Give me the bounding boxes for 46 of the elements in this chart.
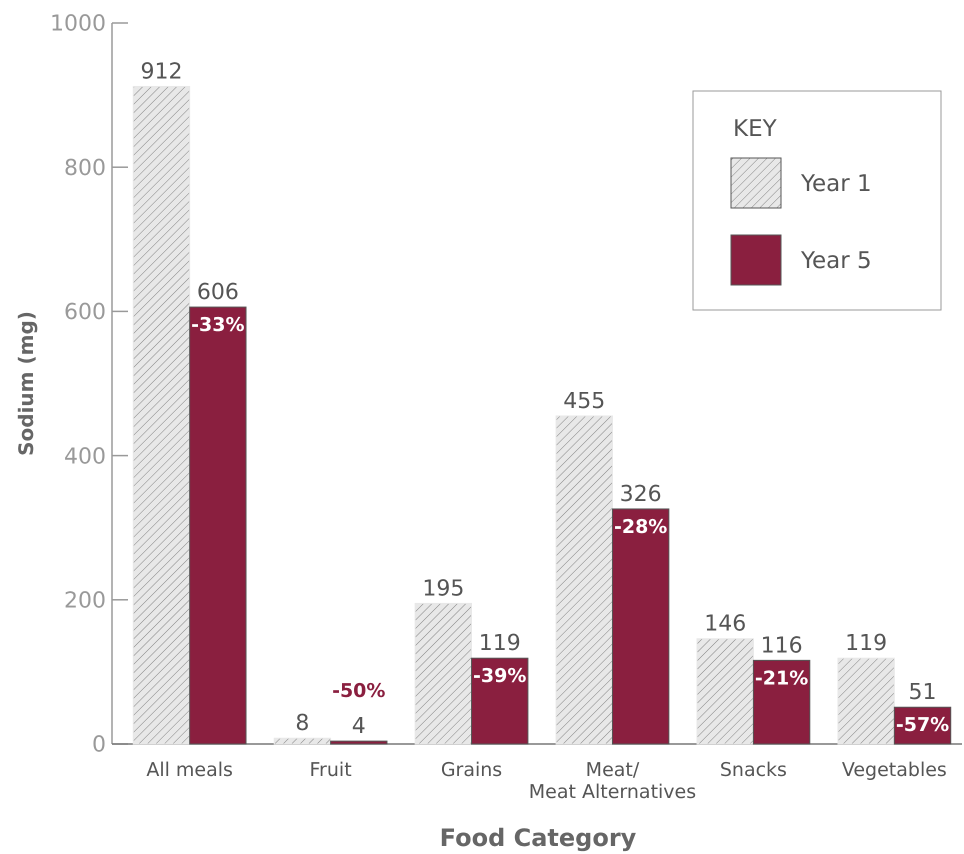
bar [696, 638, 754, 744]
annotation: -33% [191, 314, 245, 336]
x-tick-label: Snacks [720, 759, 787, 781]
bar [414, 602, 472, 744]
data-label: 146 [704, 612, 746, 637]
data-label: 8 [295, 711, 310, 736]
bar [556, 415, 613, 744]
legend-label: Year 5 [800, 248, 872, 274]
x-tick-label: Fruit [310, 759, 352, 781]
data-label: 606 [196, 280, 239, 306]
y-tick-label: 1000 [50, 12, 106, 37]
x-axis-title: Food Category [440, 824, 637, 852]
annotation: -39% [473, 665, 526, 688]
data-label: 119 [845, 631, 888, 656]
data-label: 116 [760, 633, 803, 658]
x-tick-label: All meals [146, 759, 233, 781]
legend-title: KEY [733, 116, 778, 142]
y-tick-label: 400 [64, 444, 106, 470]
x-tick-label: Vegetables [842, 759, 947, 781]
data-label: 912 [140, 59, 182, 84]
y-tick-label: 200 [64, 588, 106, 614]
data-label: 51 [908, 680, 937, 706]
bar [132, 86, 190, 744]
y-axis-title: Sodium (mg) [14, 311, 38, 456]
x-tick-label: Meat/Meat Alternatives [528, 759, 696, 803]
data-label: 119 [478, 631, 521, 656]
data-label: 195 [422, 576, 464, 602]
bar [471, 658, 528, 744]
bar [274, 738, 332, 744]
bar [752, 660, 810, 744]
x-tick-label: Grains [440, 759, 502, 781]
bar [837, 658, 895, 744]
annotation: -57% [896, 714, 950, 736]
bar [330, 740, 388, 744]
y-tick-label: 600 [64, 300, 106, 326]
bar [612, 508, 670, 744]
y-tick-label: 0 [92, 732, 106, 758]
bar [189, 306, 247, 744]
annotation: -50% [332, 680, 386, 702]
legend-label: Year 1 [800, 171, 872, 198]
annotation: -28% [614, 516, 668, 538]
y-tick-label: 800 [64, 156, 106, 181]
data-label: 326 [620, 482, 662, 507]
data-label: 455 [563, 388, 606, 414]
data-label: 4 [352, 714, 366, 740]
annotation: -21% [754, 667, 808, 690]
